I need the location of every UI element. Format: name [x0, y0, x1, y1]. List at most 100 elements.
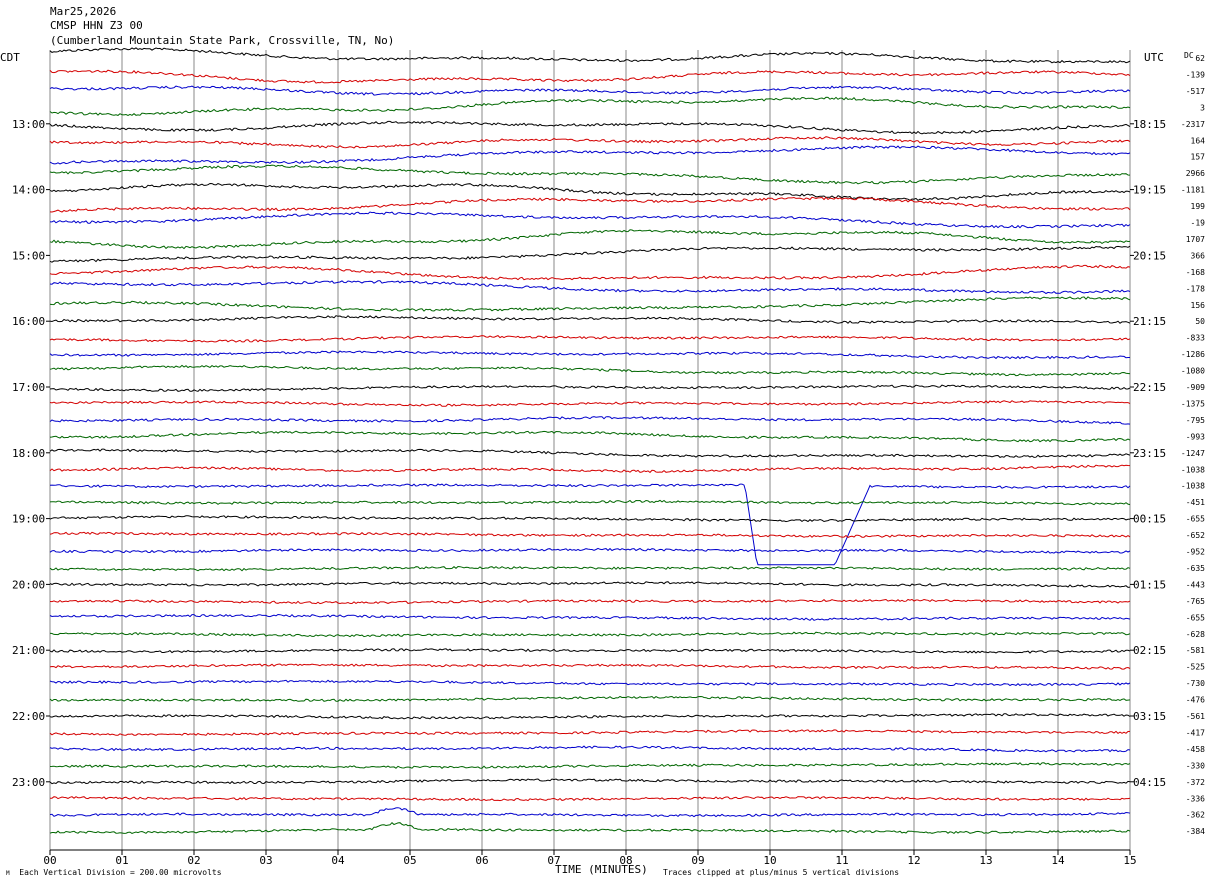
- x-tick-label: 07: [547, 854, 560, 867]
- trace-line: [49, 499, 1131, 506]
- dc-offset-value: -1247: [1181, 449, 1205, 458]
- corner-mark: M: [6, 870, 10, 877]
- x-tick-label: 05: [403, 854, 416, 867]
- x-tick-label: 09: [691, 854, 704, 867]
- trace-line: [49, 464, 1131, 474]
- dc-offset-value: 50: [1195, 317, 1205, 326]
- trace-line: [49, 613, 1131, 621]
- trace-line: [49, 547, 1131, 554]
- dc-offset-value: -362: [1186, 811, 1205, 820]
- trace-line: [49, 69, 1131, 84]
- trace-line: [49, 631, 1131, 638]
- x-tick-label: 04: [331, 854, 345, 867]
- vertical-scale-note: Each Vertical Division = 200.00 microvol…: [19, 868, 222, 877]
- trace-line: [49, 145, 1131, 165]
- trace-line: [49, 713, 1131, 720]
- trace-line: [49, 448, 1131, 458]
- trace-line: [49, 196, 1131, 213]
- dc-offset-value: -139: [1186, 70, 1205, 79]
- trace-line: [49, 96, 1131, 116]
- trace-line: [49, 400, 1131, 407]
- left-hour-label: 22:00: [12, 710, 45, 723]
- left-hour-label: 20:00: [12, 578, 45, 591]
- dc-offset-value: -19: [1191, 219, 1206, 228]
- trace-line: [49, 745, 1131, 753]
- dc-offset-value: 156: [1191, 301, 1206, 310]
- dc-offset-value: -417: [1186, 728, 1205, 737]
- dc-offset-value: -336: [1186, 794, 1205, 803]
- trace-line: [49, 598, 1131, 605]
- dc-offset-value: -635: [1186, 564, 1205, 573]
- dc-offset-value: -1181: [1181, 186, 1205, 195]
- trace-line: [49, 264, 1131, 281]
- trace-line: [49, 182, 1131, 202]
- right-hour-label: 00:15: [1133, 513, 1166, 526]
- clip-note: Traces clipped at plus/minus 5 vertical …: [663, 868, 900, 877]
- dc-offset-value: -730: [1186, 679, 1205, 688]
- dc-offset-value: 164: [1191, 136, 1206, 145]
- trace-line: [49, 778, 1131, 785]
- dc-offset-value: -1375: [1181, 399, 1205, 408]
- dc-offset-value: 3: [1200, 103, 1205, 112]
- trace-line: [49, 136, 1131, 149]
- dc-offset-value: 157: [1191, 153, 1206, 162]
- right-hour-label: 18:15: [1133, 118, 1166, 131]
- seismic-traces: [49, 47, 1131, 835]
- x-tick-label: 15: [1123, 854, 1136, 867]
- trace-line: [49, 430, 1131, 443]
- left-hour-label: 18:00: [12, 447, 45, 460]
- dc-offset-value: 1707: [1186, 235, 1205, 244]
- dc-offset-value: -765: [1186, 597, 1205, 606]
- dc-offset-value: -168: [1186, 268, 1205, 277]
- scale-note: M Each Vertical Division = 200.00 microv…: [6, 868, 222, 878]
- trace-line: [49, 296, 1131, 312]
- x-tick-label: 10: [763, 854, 776, 867]
- trace-line: [49, 335, 1131, 343]
- dc-offset-value: -1038: [1181, 465, 1205, 474]
- x-tick-label: 06: [475, 854, 488, 867]
- x-tick-label: 13: [979, 854, 992, 867]
- trace-line: [49, 695, 1131, 702]
- record-date: Mar25,2026: [50, 5, 117, 18]
- trace-line: [49, 762, 1131, 769]
- left-hour-label: 15:00: [12, 249, 45, 262]
- x-tick-label: 08: [619, 854, 632, 867]
- dc-offset-value: -655: [1186, 515, 1205, 524]
- right-hour-label: 03:15: [1133, 710, 1166, 723]
- right-timezone-label: UTC: [1144, 51, 1164, 64]
- dc-offset-value: -330: [1186, 761, 1205, 770]
- dc-offset-value: 366: [1191, 251, 1206, 260]
- dc-offset-value: -384: [1186, 827, 1205, 836]
- dc-offset-value: -451: [1186, 498, 1205, 507]
- trace-line: [49, 679, 1131, 687]
- right-hour-label: 01:15: [1133, 578, 1166, 591]
- dc-offset-value: -993: [1186, 432, 1205, 441]
- trace-line: [49, 416, 1131, 425]
- trace-line: [49, 229, 1131, 250]
- right-hour-label: 21:15: [1133, 315, 1166, 328]
- trace-line: [49, 565, 1131, 572]
- trace-line: [49, 315, 1131, 324]
- left-hour-label: 19:00: [12, 513, 45, 526]
- x-tick-label: 02: [187, 854, 200, 867]
- x-tick-label: 14: [1051, 854, 1065, 867]
- trace-line: [49, 483, 1131, 566]
- trace-line: [49, 807, 1131, 818]
- right-hour-label: 20:15: [1133, 249, 1166, 262]
- dc-offset-value: 2966: [1186, 169, 1205, 178]
- trace-line: [49, 729, 1131, 736]
- dc-offset-value: 62: [1195, 54, 1205, 63]
- trace-line: [50, 796, 1131, 802]
- right-hour-label: 04:15: [1133, 776, 1166, 789]
- dc-offset-value: -655: [1186, 613, 1205, 622]
- dc-offset-value: -178: [1186, 284, 1205, 293]
- left-hour-label: 21:00: [12, 644, 45, 657]
- right-hour-label: 19:15: [1133, 184, 1166, 197]
- x-tick-label: 03: [259, 854, 272, 867]
- dc-column-label: DC: [1184, 51, 1194, 60]
- left-hour-label: 13:00: [12, 118, 45, 131]
- left-hour-label: 16:00: [12, 315, 45, 328]
- left-timezone-label: CDT: [0, 51, 20, 64]
- dc-offset-value: -1080: [1181, 367, 1205, 376]
